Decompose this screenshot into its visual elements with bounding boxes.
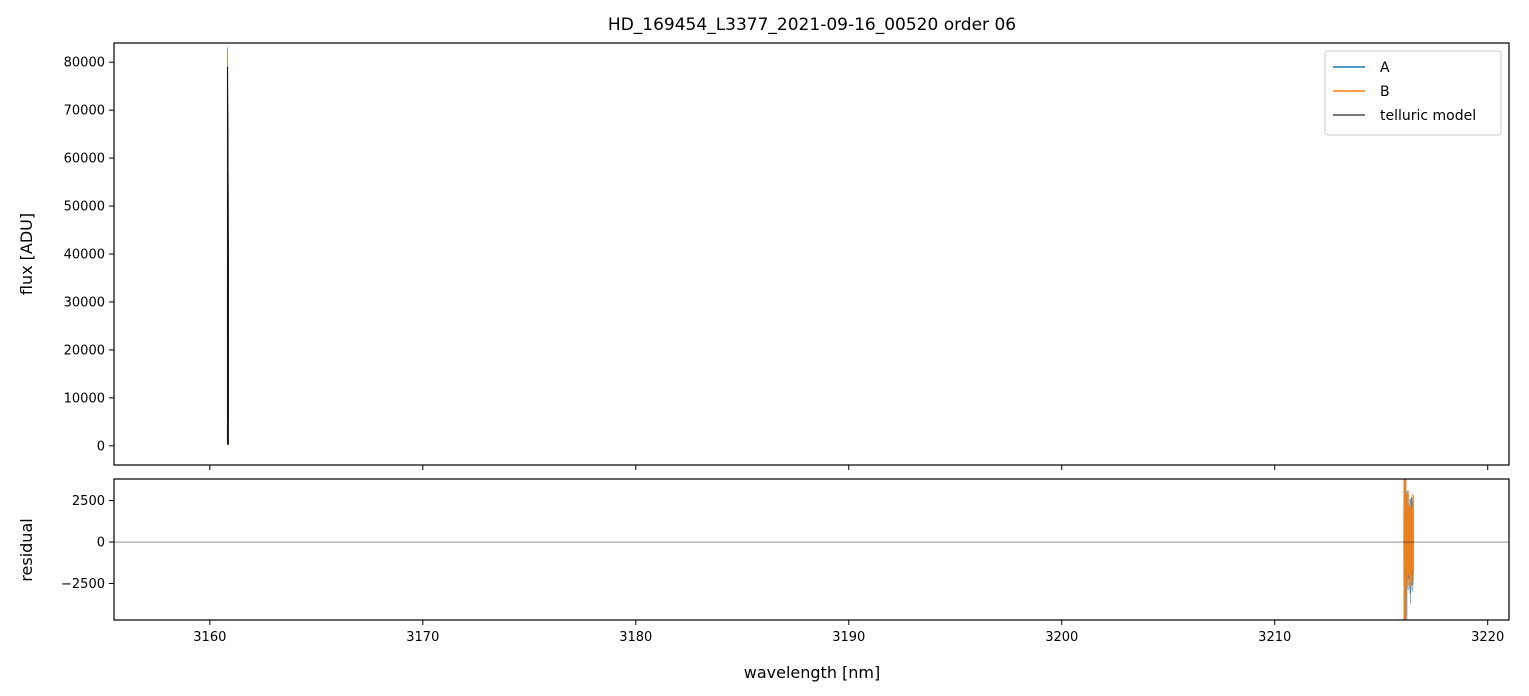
flux-y-tick-label: 0	[97, 439, 105, 454]
x-tick-label: 3210	[1258, 630, 1291, 645]
legend-entry-label: telluric model	[1380, 108, 1476, 124]
flux-y-axis: 0 10000 20000 30000 40000 50000 60000 70000 8000…	[64, 56, 114, 454]
residual-plot-area	[114, 479, 1509, 620]
x-tick-label: 3220	[1471, 630, 1504, 645]
residual-y-tick-label: 0	[97, 536, 105, 551]
x-axis-label: wavelength [nm]	[744, 663, 881, 682]
residual-y-axis: 2500 0 −2500	[61, 494, 114, 592]
flux-y-tick-label: 40000	[64, 248, 105, 263]
residual-plot-frame	[113, 478, 1510, 621]
flux-y-tick-label: 50000	[64, 200, 105, 215]
flux-y-tick-label: 70000	[64, 104, 105, 119]
residual-series-group	[114, 479, 1509, 620]
x-tick-label: 3190	[832, 630, 865, 645]
flux-y-label: flux [ADU]	[17, 213, 36, 295]
residual-x-axis: 3160 3170 3180 3190 3200 3210 3220	[193, 620, 1504, 645]
chart-title: HD_169454_L3377_2021-09-16_00520 order 0…	[608, 15, 1016, 35]
flux-panel: 0 10000 20000 30000 40000 50000 60000 70000 8000…	[17, 42, 1510, 470]
flux-series-telluric-model	[226, 66, 229, 445]
flux-y-tick-label: 30000	[64, 295, 105, 310]
x-tick-label: 3160	[193, 630, 226, 645]
flux-series-group	[226, 47, 229, 445]
residual-y-tick-label: −2500	[61, 577, 105, 592]
legend-box	[1324, 50, 1502, 136]
legend-entry-label: A	[1380, 60, 1390, 76]
legend-entry-label: B	[1380, 84, 1390, 100]
residual-y-tick-label: 2500	[72, 494, 105, 509]
flux-y-tick-label: 10000	[64, 391, 105, 406]
x-tick-label: 3180	[619, 630, 652, 645]
flux-y-tick-label: 20000	[64, 343, 105, 358]
flux-x-axis-ticks	[209, 465, 1489, 470]
x-tick-label: 3170	[406, 630, 439, 645]
residual-series-b	[1403, 479, 1414, 620]
flux-plot-frame	[113, 42, 1510, 466]
flux-plot-area	[114, 43, 1509, 465]
flux-y-tick-label: 80000	[64, 56, 105, 71]
residual-y-label: residual	[17, 518, 36, 581]
flux-y-tick-label: 60000	[64, 152, 105, 167]
x-tick-label: 3200	[1045, 630, 1078, 645]
